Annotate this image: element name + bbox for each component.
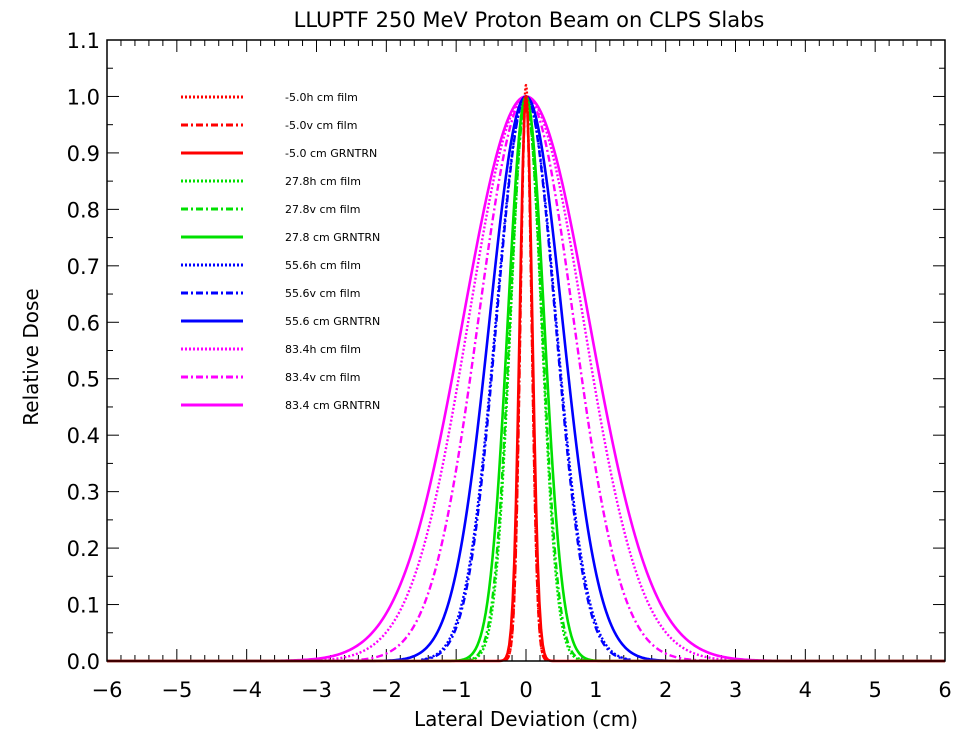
legend-label-5: 27.8 cm GRNTRN [285,231,380,244]
legend-label-8: 55.6 cm GRNTRN [285,315,380,328]
y-tick-label: 0.4 [67,424,100,448]
y-tick-label: 1.0 [67,85,100,109]
x-tick-label: −4 [231,678,262,702]
y-tick-label: 1.1 [67,29,100,53]
x-tick-label: 6 [938,678,951,702]
y-tick-label: 0.5 [67,368,100,392]
x-tick-label: −1 [441,678,472,702]
y-tick-label: 0.1 [67,594,100,618]
x-axis-label: Lateral Deviation (cm) [414,707,638,731]
legend-label-11: 83.4 cm GRNTRN [285,399,380,412]
x-tick-label: 1 [589,678,602,702]
series-line-2 [107,95,945,663]
series-line-8 [107,95,945,663]
series-line-0 [503,83,549,662]
x-tick-label: −2 [371,678,402,702]
y-tick-label: 0.8 [67,198,100,222]
series-line-6 [420,95,632,661]
x-tick-label: 4 [799,678,812,702]
x-tick-label: −6 [92,678,123,702]
legend-label-9: 83.4h cm film [285,343,361,356]
x-tick-label: 0 [519,678,532,702]
x-tick-label: 5 [868,678,881,702]
legend-label-10: 83.4v cm film [285,371,360,384]
y-axis-label: Relative Dose [19,288,43,425]
legend-label-7: 55.6v cm film [285,287,360,300]
x-tick-label: −3 [301,678,332,702]
series-line-5 [107,95,945,663]
plot-frame [106,39,946,662]
y-tick-label: 0.9 [67,142,100,166]
chart-title: LLUPTF 250 MeV Proton Beam on CLPS Slabs [294,8,765,32]
series-line-11 [107,95,945,663]
x-tick-label: −5 [161,678,192,702]
legend-label-2: -5.0 cm GRNTRN [285,147,377,160]
y-tick-label: 0.3 [67,481,100,505]
series-line-1 [503,95,549,662]
x-tick-label: 3 [729,678,742,702]
legend-label-3: 27.8h cm film [285,175,361,188]
y-tick-label: 0.7 [67,255,100,279]
legend-label-6: 55.6h cm film [285,259,361,272]
legend-label-4: 27.8v cm film [285,203,360,216]
y-tick-label: 0.0 [67,650,100,674]
y-tick-label: 0.2 [67,537,100,561]
x-tick-label: 2 [659,678,672,702]
legend-label-0: -5.0h cm film [285,91,358,104]
legend-label-1: -5.0v cm film [285,119,357,132]
y-tick-label: 0.6 [67,311,100,335]
